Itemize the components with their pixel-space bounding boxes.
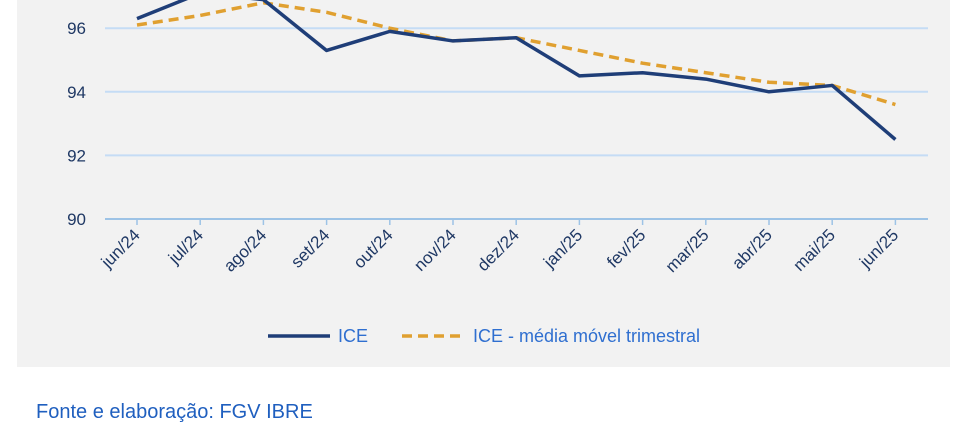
x-tick-label: ago/24: [220, 225, 270, 275]
x-tick-label: mar/25: [662, 225, 713, 276]
x-tick-label: abr/25: [728, 225, 776, 273]
legend-label: ICE - média móvel trimestral: [473, 326, 700, 346]
x-tick-label: dez/24: [473, 225, 523, 275]
source-note: Fonte e elaboração: FGV IBRE: [36, 401, 313, 423]
x-tick-label: fev/25: [603, 225, 649, 271]
x-tick-label: jan/25: [539, 225, 586, 272]
y-tick-label: 96: [67, 19, 86, 38]
x-tick-label: jun/25: [855, 225, 902, 272]
legend-label: ICE: [338, 326, 368, 346]
x-tick-label: jun/24: [97, 225, 144, 272]
series-line: [136, 0, 897, 141]
y-tick-label: 90: [67, 210, 86, 229]
x-tick-label: nov/24: [410, 225, 460, 275]
y-tick-label: 94: [67, 83, 86, 102]
x-tick-label: mai/25: [790, 225, 840, 275]
x-tick-label: out/24: [350, 225, 397, 272]
y-tick-label: 92: [67, 146, 86, 165]
chart-area: [17, 0, 950, 367]
x-tick-label: jul/24: [164, 225, 207, 268]
x-tick-label: set/24: [287, 225, 333, 271]
